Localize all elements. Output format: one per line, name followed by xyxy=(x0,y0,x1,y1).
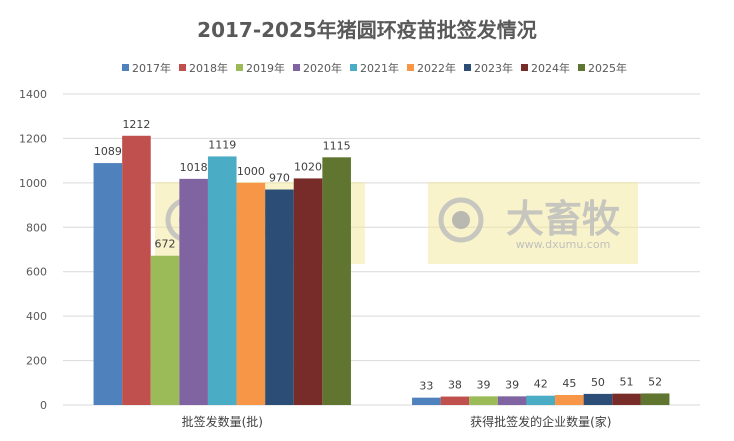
legend-label: 2024年 xyxy=(531,61,570,75)
bar xyxy=(207,156,237,405)
legend-label: 2022年 xyxy=(417,61,456,75)
data-label: 1020 xyxy=(294,160,322,173)
y-tick-label: 400 xyxy=(26,310,47,323)
bar xyxy=(122,135,151,405)
legend-swatch xyxy=(293,64,300,71)
watermark-logo-dot xyxy=(452,211,470,229)
bar xyxy=(469,396,498,405)
bar xyxy=(150,255,180,405)
bar xyxy=(555,395,584,405)
legend-swatch xyxy=(407,64,414,71)
y-tick-label: 200 xyxy=(26,355,47,368)
data-label: 39 xyxy=(505,378,519,391)
data-label: 1115 xyxy=(323,139,351,152)
chart-title: 2017-2025年猪圆环疫苗批签发情况 xyxy=(197,18,537,42)
watermark-brand: 大畜牧 xyxy=(506,197,621,241)
bar xyxy=(322,157,351,405)
bar xyxy=(412,397,441,405)
legend-swatch xyxy=(521,64,528,71)
data-label: 50 xyxy=(591,376,605,389)
bar xyxy=(440,396,470,405)
legend-swatch xyxy=(122,64,129,71)
x-tick-label: 获得批签发的企业数量(家) xyxy=(470,414,611,429)
bar xyxy=(497,396,527,405)
legend-label: 2025年 xyxy=(588,61,627,75)
data-label: 38 xyxy=(448,379,462,392)
data-label: 52 xyxy=(648,375,662,388)
y-tick-label: 1200 xyxy=(19,132,47,145)
data-label: 45 xyxy=(562,377,576,390)
y-tick-label: 0 xyxy=(40,399,47,412)
bar xyxy=(265,189,294,405)
data-label: 672 xyxy=(155,238,176,251)
data-label: 970 xyxy=(269,172,290,185)
bar xyxy=(93,163,123,405)
data-label: 1119 xyxy=(208,138,236,151)
legend-swatch xyxy=(578,64,585,71)
y-tick-label: 800 xyxy=(26,221,47,234)
y-tick-label: 1000 xyxy=(19,177,47,190)
bar xyxy=(236,182,266,405)
legend-swatch xyxy=(350,64,357,71)
data-label: 33 xyxy=(419,380,433,393)
watermark-logo xyxy=(438,197,484,243)
data-label: 51 xyxy=(620,376,634,389)
bar xyxy=(583,393,613,405)
legend: 2017年 2018年 2019年 2020年 2021年 2022年 2023年 2024年… xyxy=(122,61,627,75)
y-tick-label: 1400 xyxy=(19,88,47,101)
legend-swatch xyxy=(179,64,186,71)
legend-label: 2018年 xyxy=(189,61,228,75)
legend-label: 2017年 xyxy=(132,61,171,75)
legend-swatch xyxy=(236,64,243,71)
y-tick-label: 600 xyxy=(26,266,47,279)
legend-label: 2021年 xyxy=(360,61,399,75)
data-label: 39 xyxy=(477,378,491,391)
bar xyxy=(179,178,208,405)
data-label: 1018 xyxy=(180,161,208,174)
bar xyxy=(293,178,323,405)
data-label: 1089 xyxy=(94,145,122,158)
bar xyxy=(526,395,556,405)
bar xyxy=(612,393,641,405)
legend-label: 2020年 xyxy=(303,61,342,75)
legend-swatch xyxy=(464,64,471,71)
data-label: 1000 xyxy=(237,165,265,178)
legend-label: 2019年 xyxy=(246,61,285,75)
bar xyxy=(640,393,670,405)
data-label: 1212 xyxy=(122,118,150,131)
watermark-url: www.dxumu.com xyxy=(516,238,611,251)
data-label: 42 xyxy=(534,378,548,391)
x-tick-label: 批签发数量(批) xyxy=(182,414,263,429)
legend-label: 2023年 xyxy=(474,61,513,75)
